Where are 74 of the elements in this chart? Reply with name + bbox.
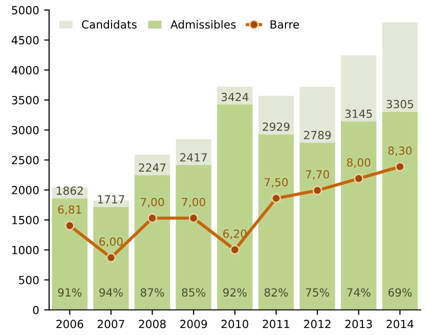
data-label: 8,00 <box>347 158 370 168</box>
point <box>395 162 405 172</box>
bar <box>176 164 212 310</box>
y-tick-label: 5000 <box>12 6 39 14</box>
point <box>354 174 364 184</box>
bar <box>217 104 253 310</box>
annotation: 85% <box>182 288 206 297</box>
data-label: 7,50 <box>264 178 288 188</box>
data-label: 7,70 <box>306 170 330 180</box>
bar <box>176 139 212 165</box>
bar <box>258 134 294 310</box>
point <box>230 244 240 255</box>
y-tick-label: 2000 <box>12 186 39 194</box>
y-tick-label: 2500 <box>12 156 39 164</box>
annotation: 91% <box>58 288 82 297</box>
x-tick-label: 2007 <box>98 320 124 328</box>
legend-label: Candidats <box>82 20 137 29</box>
x-tick-label: 2012 <box>304 320 330 328</box>
y-tick-label: 4500 <box>12 36 39 44</box>
y-tick-label: 1500 <box>12 216 39 224</box>
x-tick-label: 2010 <box>222 320 248 328</box>
x-tick-label: 2013 <box>345 320 372 328</box>
data-label: 2417 <box>180 153 207 162</box>
annotation: 69% <box>388 288 412 297</box>
data-label: 1862 <box>56 186 83 195</box>
data-label: 3424 <box>222 92 248 102</box>
point <box>188 213 198 223</box>
annotation: 92% <box>223 288 247 297</box>
bar <box>52 198 88 310</box>
x-tick-label: 2009 <box>180 320 207 328</box>
legend-label: Barre <box>270 20 299 29</box>
bar <box>258 96 294 134</box>
data-label: 3145 <box>345 110 372 118</box>
data-label: 2247 <box>138 163 166 172</box>
bar <box>93 206 129 310</box>
bar <box>134 154 170 176</box>
bar <box>300 142 336 310</box>
x-tick-label: 2011 <box>262 320 290 328</box>
y-tick-label: 500 <box>19 276 39 284</box>
bar <box>382 112 418 310</box>
data-label: 6,20 <box>223 229 246 240</box>
x-tick-label: 2008 <box>138 320 166 328</box>
y-tick-label: 3500 <box>12 96 39 104</box>
point <box>106 252 116 263</box>
y-tick-label: 0 <box>33 306 39 314</box>
point <box>312 186 322 196</box>
x-tick-label: 2006 <box>56 320 84 328</box>
data-label: 8,30 <box>388 146 412 156</box>
bar <box>382 22 418 112</box>
bar <box>340 121 376 310</box>
point <box>147 213 158 223</box>
legend-label: Admissibles <box>170 20 236 29</box>
data-label: 1717 <box>98 195 124 204</box>
bar <box>134 175 170 310</box>
bar <box>300 86 336 143</box>
x-tick-label: 2014 <box>386 320 414 328</box>
bar <box>340 55 376 122</box>
annotation: 75% <box>306 288 330 297</box>
y-tick-label: 4000 <box>12 66 39 74</box>
data-label: 7,00 <box>140 198 164 208</box>
point <box>64 220 75 230</box>
data-label: 3305 <box>386 100 414 108</box>
y-tick-label: 1000 <box>12 246 39 254</box>
data-label: 2789 <box>304 130 331 140</box>
data-label: 7,00 <box>182 198 206 208</box>
data-label: 6,81 <box>58 205 82 215</box>
data-label: 2929 <box>262 122 290 131</box>
annotation: 74% <box>347 288 370 297</box>
point <box>271 193 281 204</box>
annotation: 87% <box>140 288 164 297</box>
annotation: 82% <box>264 288 288 297</box>
annotation: 94% <box>99 288 123 297</box>
data-label: 6,00 <box>99 237 123 247</box>
y-tick-label: 3000 <box>12 126 39 134</box>
